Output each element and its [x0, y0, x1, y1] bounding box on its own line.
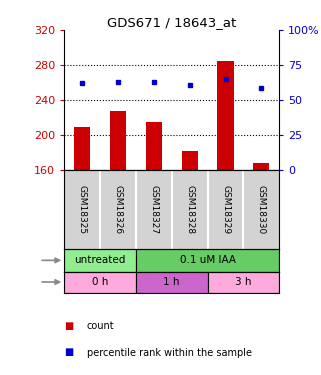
Text: GSM18330: GSM18330	[257, 185, 266, 234]
Bar	[64, 272, 136, 292]
Text: GSM18326: GSM18326	[113, 185, 123, 234]
Bar	[208, 272, 279, 292]
Bar	[64, 249, 136, 272]
Title: GDS671 / 18643_at: GDS671 / 18643_at	[107, 16, 236, 29]
Bar	[217, 61, 234, 170]
Bar	[110, 111, 126, 170]
Bar	[182, 151, 198, 170]
Text: ■: ■	[64, 348, 74, 357]
Text: untreated: untreated	[74, 255, 126, 266]
Text: count: count	[87, 321, 114, 331]
Bar	[136, 272, 208, 292]
Bar	[146, 122, 162, 170]
Text: 1 h: 1 h	[163, 277, 180, 287]
Text: GSM18328: GSM18328	[185, 185, 194, 234]
Text: 0.1 uM IAA: 0.1 uM IAA	[179, 255, 236, 266]
Text: 0 h: 0 h	[92, 277, 108, 287]
Bar	[253, 164, 269, 170]
Text: GSM18329: GSM18329	[221, 185, 230, 234]
Text: 3 h: 3 h	[235, 277, 252, 287]
Bar	[136, 249, 279, 272]
Text: ■: ■	[64, 321, 74, 331]
Bar	[74, 126, 90, 170]
Text: GSM18327: GSM18327	[149, 185, 158, 234]
Text: percentile rank within the sample: percentile rank within the sample	[87, 348, 252, 357]
Text: GSM18325: GSM18325	[78, 185, 87, 234]
